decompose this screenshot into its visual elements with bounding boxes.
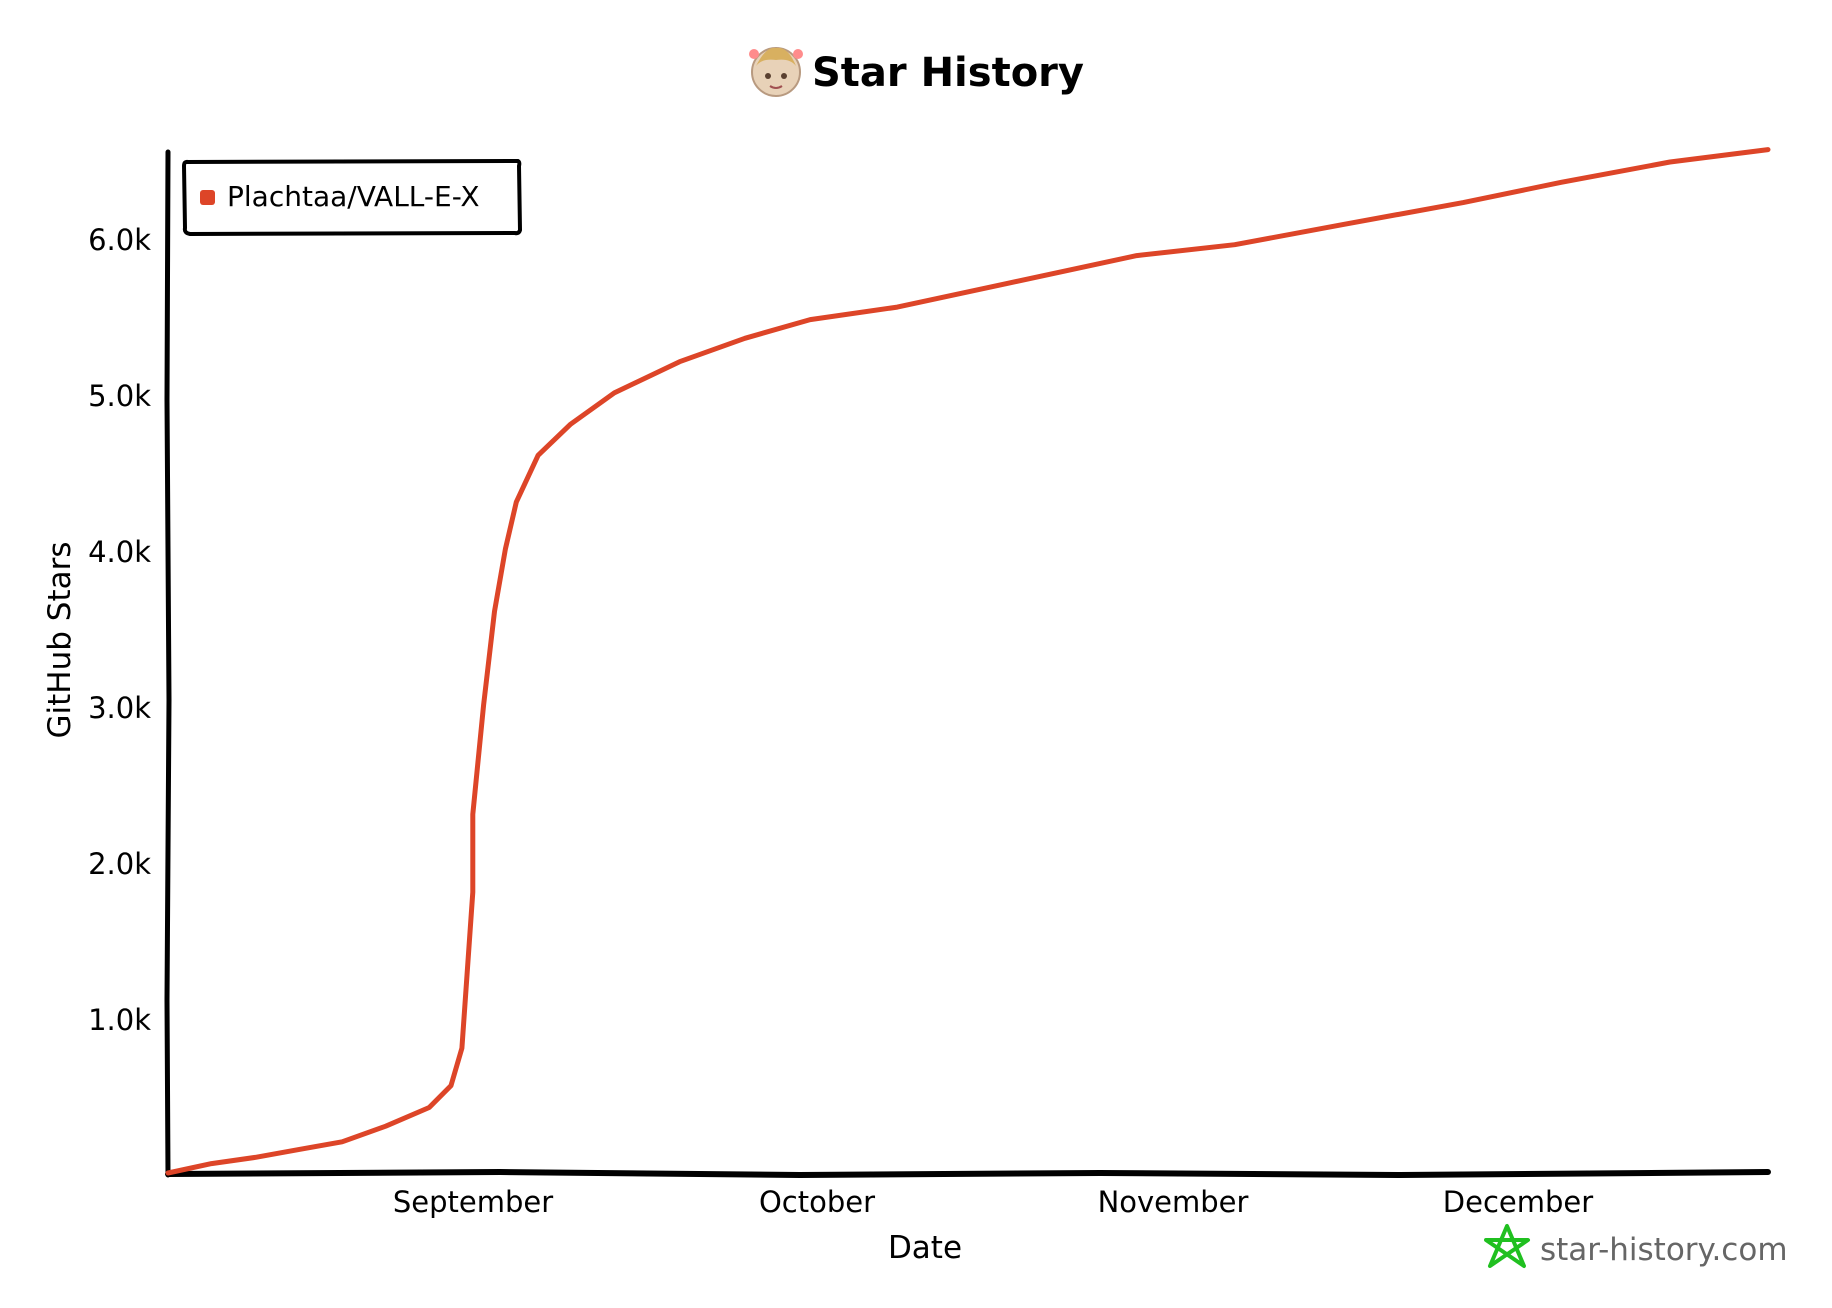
y-tick-label: 3.0k: [88, 691, 151, 725]
legend-box: [181, 158, 523, 237]
legend: Plachtaa/VALL-E-X: [181, 158, 523, 237]
series-line: [165, 147, 1771, 1176]
y-tick-label: 4.0k: [88, 535, 151, 569]
x-tick-label: November: [1098, 1185, 1249, 1219]
x-tick-label: October: [759, 1185, 875, 1219]
y-tick-labels: 1.0k 2.0k 3.0k 4.0k 5.0k 6.0k: [88, 223, 151, 1037]
chart-title-group: Star History: [749, 47, 1084, 97]
watermark-text: star-history.com: [1540, 1232, 1788, 1268]
x-axis-line: [165, 1168, 1771, 1179]
y-tick-label: 1.0k: [88, 1003, 151, 1037]
y-axis-label: GitHub Stars: [42, 541, 78, 738]
x-tick-label: September: [393, 1185, 553, 1219]
legend-label: Plachtaa/VALL-E-X: [227, 180, 480, 213]
x-axis-label: Date: [888, 1230, 962, 1266]
series-layer: [165, 147, 1771, 1176]
axes: [164, 149, 1771, 1179]
x-tick-labels: September October November December: [393, 1185, 1593, 1219]
y-axis-line: [164, 149, 172, 1178]
chart-title: Star History: [812, 50, 1084, 96]
legend-swatch: [200, 190, 215, 205]
avatar-icon: [749, 47, 803, 97]
watermark: star-history.com: [1484, 1224, 1788, 1268]
x-tick-label: December: [1443, 1185, 1593, 1219]
y-tick-label: 2.0k: [88, 847, 151, 881]
star-logo-icon: [1484, 1224, 1530, 1268]
y-tick-label: 5.0k: [88, 379, 151, 413]
y-tick-label: 6.0k: [88, 223, 151, 257]
